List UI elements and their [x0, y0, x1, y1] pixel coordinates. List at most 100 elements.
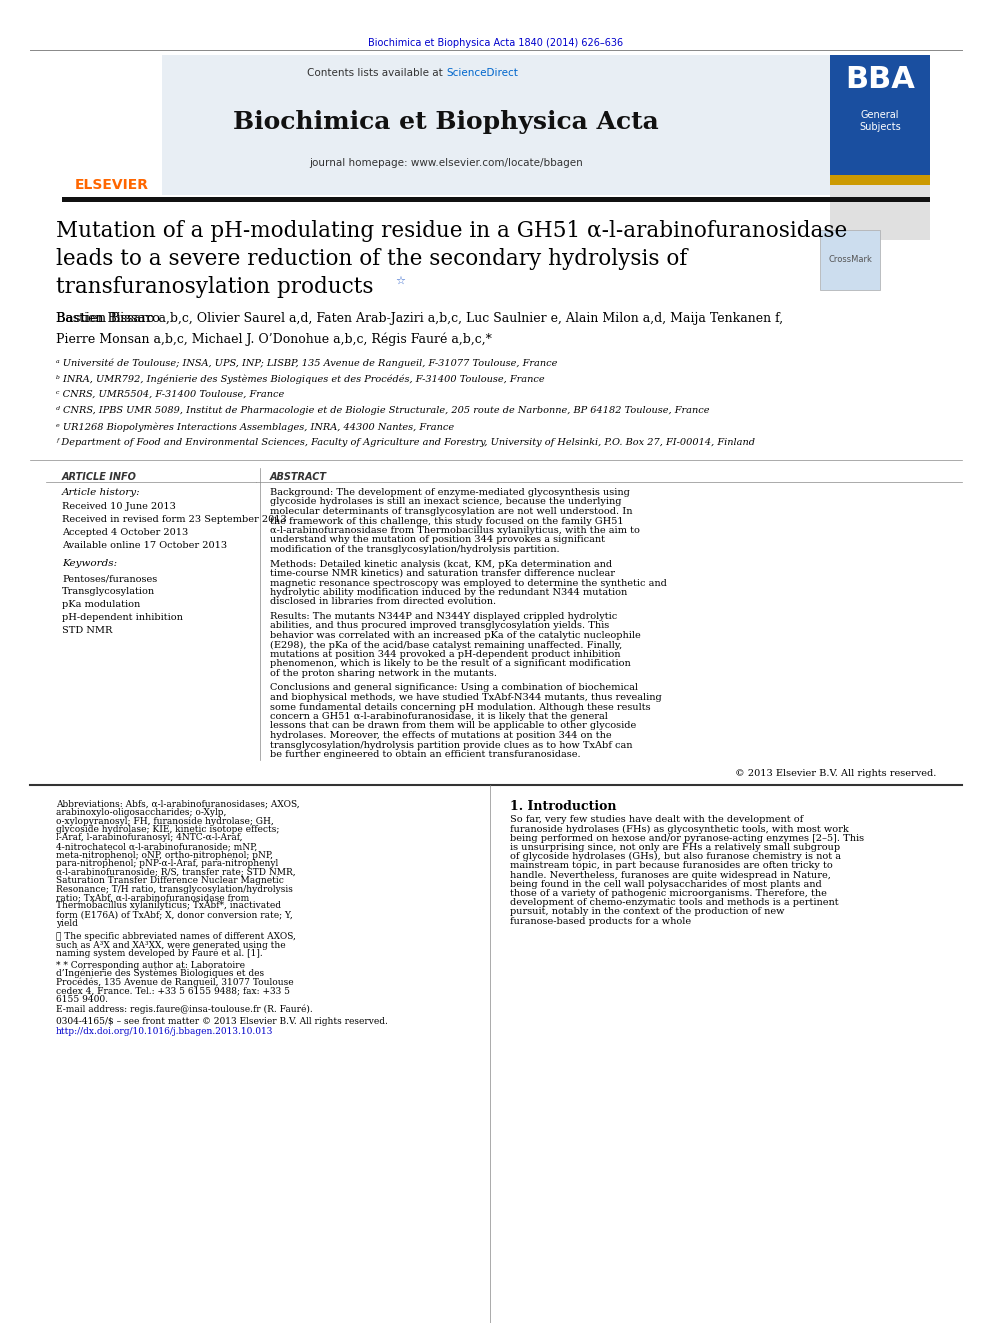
- Text: modification of the transglycosylation/hydrolysis partition.: modification of the transglycosylation/h…: [270, 545, 559, 554]
- Text: ᵉ UR1268 Biopolymères Interactions Assemblages, INRA, 44300 Nantes, France: ᵉ UR1268 Biopolymères Interactions Assem…: [56, 422, 454, 431]
- Text: l-Araf, l-arabinofuranosyl; 4NTC-α-l-Araf,: l-Araf, l-arabinofuranosyl; 4NTC-α-l-Ara…: [56, 833, 242, 843]
- Text: pH-dependent inhibition: pH-dependent inhibition: [62, 613, 183, 622]
- Text: Pentoses/furanoses: Pentoses/furanoses: [62, 574, 158, 583]
- Text: cedex 4, France. Tel.: +33 5 6155 9488; fax: +33 5: cedex 4, France. Tel.: +33 5 6155 9488; …: [56, 986, 290, 995]
- Text: leads to a severe reduction of the secondary hydrolysis of: leads to a severe reduction of the secon…: [56, 247, 687, 270]
- Text: lessons that can be drawn from them will be applicable to other glycoside: lessons that can be drawn from them will…: [270, 721, 636, 730]
- Text: CrossMark: CrossMark: [828, 255, 872, 265]
- Text: journal homepage: www.elsevier.com/locate/bbagen: journal homepage: www.elsevier.com/locat…: [310, 157, 583, 168]
- Text: 4-nitrochatecol α-l-arabinofuranoside; mNP,: 4-nitrochatecol α-l-arabinofuranoside; m…: [56, 841, 257, 851]
- Text: Received 10 June 2013: Received 10 June 2013: [62, 501, 176, 511]
- Text: molecular determinants of transglycosylation are not well understood. In: molecular determinants of transglycosyla…: [270, 507, 633, 516]
- Text: 0304-4165/$ – see front matter © 2013 Elsevier B.V. All rights reserved.: 0304-4165/$ – see front matter © 2013 El…: [56, 1017, 388, 1027]
- Text: ARTICLE INFO: ARTICLE INFO: [62, 472, 137, 482]
- Text: behavior was correlated with an increased pKa of the catalytic nucleophile: behavior was correlated with an increase…: [270, 631, 641, 640]
- Text: pursuit, notably in the context of the production of new: pursuit, notably in the context of the p…: [510, 908, 785, 917]
- Text: Methods: Detailed kinetic analysis (kcat, KM, pKa determination and: Methods: Detailed kinetic analysis (kcat…: [270, 560, 612, 569]
- Text: yield: yield: [56, 918, 78, 927]
- Text: such as A³X and XA³XX, were generated using the: such as A³X and XA³XX, were generated us…: [56, 941, 286, 950]
- Text: o-xylopyranosyl; FH, furanoside hydrolase; GH,: o-xylopyranosyl; FH, furanoside hydrolas…: [56, 816, 274, 826]
- Text: be further engineered to obtain an efficient transfuranosidase.: be further engineered to obtain an effic…: [270, 750, 580, 759]
- Text: development of chemo-enzymatic tools and methods is a pertinent: development of chemo-enzymatic tools and…: [510, 898, 838, 908]
- Text: Thermobacillus xylanilyticus; TxAbf*, inactivated: Thermobacillus xylanilyticus; TxAbf*, in…: [56, 901, 281, 910]
- Text: 1. Introduction: 1. Introduction: [510, 799, 616, 812]
- Bar: [62, 56, 830, 194]
- Text: BBA: BBA: [845, 65, 915, 94]
- Text: ᵈ CNRS, IPBS UMR 5089, Institut de Pharmacologie et de Biologie Structurale, 205: ᵈ CNRS, IPBS UMR 5089, Institut de Pharm…: [56, 406, 709, 415]
- Text: glycoside hydrolase; KIE, kinetic isotope effects;: glycoside hydrolase; KIE, kinetic isotop…: [56, 826, 280, 833]
- Text: time-course NMR kinetics) and saturation transfer difference nuclear: time-course NMR kinetics) and saturation…: [270, 569, 615, 578]
- Text: arabinoxylo-oligosaccharides; o-Xylp,: arabinoxylo-oligosaccharides; o-Xylp,: [56, 808, 226, 818]
- Text: furanoside hydrolases (FHs) as glycosynthetic tools, with most work: furanoside hydrolases (FHs) as glycosynt…: [510, 824, 849, 833]
- Text: * * Corresponding author at: Laboratoire: * * Corresponding author at: Laboratoire: [56, 960, 245, 970]
- Text: mutations at position 344 provoked a pH-dependent product inhibition: mutations at position 344 provoked a pH-…: [270, 650, 621, 659]
- Text: form (E176A) of TxAbf; X, donor conversion rate; Y,: form (E176A) of TxAbf; X, donor conversi…: [56, 910, 293, 919]
- Text: So far, very few studies have dealt with the development of: So far, very few studies have dealt with…: [510, 815, 804, 824]
- Text: hydrolases. Moreover, the effects of mutations at position 344 on the: hydrolases. Moreover, the effects of mut…: [270, 732, 612, 740]
- Text: of glycoside hydrolases (GHs), but also furanose chemistry is not a: of glycoside hydrolases (GHs), but also …: [510, 852, 841, 861]
- Text: of the proton sharing network in the mutants.: of the proton sharing network in the mut…: [270, 669, 497, 677]
- Text: Bastien Bissaro a,b,c, Olivier Saurel a,d, Faten Arab-Jaziri a,b,c, Luc Saulnier: Bastien Bissaro a,b,c, Olivier Saurel a,…: [56, 312, 783, 325]
- Text: E-mail address: regis.faure@insa-toulouse.fr (R. Fauré).: E-mail address: regis.faure@insa-toulous…: [56, 1005, 312, 1015]
- Text: being performed on hexose and/or pyranose-acting enzymes [2–5]. This: being performed on hexose and/or pyranos…: [510, 833, 864, 843]
- Text: transglycosylation/hydrolysis partition provide clues as to how TxAbf can: transglycosylation/hydrolysis partition …: [270, 741, 633, 750]
- Text: mainstream topic, in part because furanosides are often tricky to: mainstream topic, in part because furano…: [510, 861, 832, 871]
- Bar: [830, 56, 930, 194]
- Text: abilities, and thus procured improved transglycosylation yields. This: abilities, and thus procured improved tr…: [270, 622, 609, 631]
- Text: Keywords:: Keywords:: [62, 560, 117, 568]
- Text: (E298), the pKa of the acid/base catalyst remaining unaffected. Finally,: (E298), the pKa of the acid/base catalys…: [270, 640, 622, 650]
- Text: Procédés, 135 Avenue de Rangueil, 31077 Toulouse: Procédés, 135 Avenue de Rangueil, 31077 …: [56, 978, 294, 987]
- Text: Received in revised form 23 September 2013: Received in revised form 23 September 20…: [62, 515, 287, 524]
- Text: some fundamental details concerning pH modulation. Although these results: some fundamental details concerning pH m…: [270, 703, 651, 712]
- Bar: [62, 197, 930, 202]
- Text: Bastien Bissaro: Bastien Bissaro: [56, 312, 165, 325]
- Text: magnetic resonance spectroscopy was employed to determine the synthetic and: magnetic resonance spectroscopy was empl…: [270, 578, 667, 587]
- Text: ᶠ Department of Food and Environmental Sciences, Faculty of Agriculture and Fore: ᶠ Department of Food and Environmental S…: [56, 438, 755, 447]
- Bar: [820, 230, 880, 290]
- Bar: [830, 175, 930, 185]
- Text: understand why the mutation of position 344 provokes a significant: understand why the mutation of position …: [270, 536, 605, 545]
- Text: Biochimica et Biophysica Acta 1840 (2014) 626–636: Biochimica et Biophysica Acta 1840 (2014…: [368, 38, 624, 48]
- Text: is unsurprising since, not only are FHs a relatively small subgroup: is unsurprising since, not only are FHs …: [510, 843, 840, 852]
- Text: those of a variety of pathogenic microorganisms. Therefore, the: those of a variety of pathogenic microor…: [510, 889, 827, 898]
- Text: ☆: ☆: [395, 277, 405, 286]
- Text: α-l-arabinofuranosidase from Thermobacillus xylanilyticus, with the aim to: α-l-arabinofuranosidase from Thermobacil…: [270, 527, 640, 534]
- Text: ratio; TxAbf, α-l-arabinofuranosidase from: ratio; TxAbf, α-l-arabinofuranosidase fr…: [56, 893, 249, 902]
- Text: ᶜ CNRS, UMR5504, F-31400 Toulouse, France: ᶜ CNRS, UMR5504, F-31400 Toulouse, Franc…: [56, 390, 285, 400]
- Text: Accepted 4 October 2013: Accepted 4 October 2013: [62, 528, 188, 537]
- Text: STD NMR: STD NMR: [62, 626, 112, 635]
- Text: Background: The development of enzyme-mediated glycosynthesis using: Background: The development of enzyme-me…: [270, 488, 630, 497]
- Text: furanose-based products for a whole: furanose-based products for a whole: [510, 917, 691, 926]
- Text: Conclusions and general significance: Using a combination of biochemical: Conclusions and general significance: Us…: [270, 684, 638, 692]
- Text: para-nitrophenol; pNP-α-l-Araf, para-nitrophenyl: para-nitrophenol; pNP-α-l-Araf, para-nit…: [56, 859, 278, 868]
- Text: naming system developed by Fauré et al. [1].: naming system developed by Fauré et al. …: [56, 949, 263, 958]
- Text: Transglycosylation: Transglycosylation: [62, 587, 155, 595]
- Text: α-l-arabinofuranoside; R/S, transfer rate; STD NMR,: α-l-arabinofuranoside; R/S, transfer rat…: [56, 868, 296, 877]
- Text: Available online 17 October 2013: Available online 17 October 2013: [62, 541, 227, 550]
- Text: hydrolytic ability modification induced by the redundant N344 mutation: hydrolytic ability modification induced …: [270, 587, 627, 597]
- Text: handle. Nevertheless, furanoses are quite widespread in Nature,: handle. Nevertheless, furanoses are quit…: [510, 871, 831, 880]
- Text: Pierre Monsan a,b,c, Michael J. O’Donohue a,b,c, Régis Fauré a,b,c,*: Pierre Monsan a,b,c, Michael J. O’Donohu…: [56, 332, 492, 345]
- Text: Resonance; T/H ratio, transglycosylation/hydrolysis: Resonance; T/H ratio, transglycosylation…: [56, 885, 293, 893]
- Text: pKa modulation: pKa modulation: [62, 601, 140, 609]
- Text: ☆ The specific abbreviated names of different AXOS,: ☆ The specific abbreviated names of diff…: [56, 931, 296, 941]
- Text: Saturation Transfer Difference Nuclear Magnetic: Saturation Transfer Difference Nuclear M…: [56, 876, 284, 885]
- Text: and biophysical methods, we have studied TxAbf-N344 mutants, thus revealing: and biophysical methods, we have studied…: [270, 693, 662, 703]
- Text: ᵇ INRA, UMR792, Ingénierie des Systèmes Biologiques et des Procédés, F-31400 Tou: ᵇ INRA, UMR792, Ingénierie des Systèmes …: [56, 374, 545, 384]
- Text: Contents lists available at: Contents lists available at: [307, 67, 446, 78]
- Text: General
Subjects: General Subjects: [859, 110, 901, 131]
- Text: ScienceDirect: ScienceDirect: [446, 67, 518, 78]
- Text: disclosed in libraries from directed evolution.: disclosed in libraries from directed evo…: [270, 598, 496, 606]
- Text: ABSTRACT: ABSTRACT: [270, 472, 327, 482]
- Text: Results: The mutants N344P and N344Y displayed crippled hydrolytic: Results: The mutants N344P and N344Y dis…: [270, 613, 617, 620]
- Bar: [830, 185, 930, 239]
- Text: 6155 9400.: 6155 9400.: [56, 995, 108, 1004]
- Text: Abbreviations: Abfs, α-l-arabinofuranosidases; AXOS,: Abbreviations: Abfs, α-l-arabinofuranosi…: [56, 799, 300, 808]
- Text: ELSEVIER: ELSEVIER: [75, 179, 149, 192]
- Text: the framework of this challenge, this study focused on the family GH51: the framework of this challenge, this st…: [270, 516, 624, 525]
- Bar: [62, 56, 162, 194]
- Text: concern a GH51 α-l-arabinofuranosidase, it is likely that the general: concern a GH51 α-l-arabinofuranosidase, …: [270, 712, 608, 721]
- Text: Mutation of a pH-modulating residue in a GH51 α-l-arabinofuranosidase: Mutation of a pH-modulating residue in a…: [56, 220, 847, 242]
- Text: glycoside hydrolases is still an inexact science, because the underlying: glycoside hydrolases is still an inexact…: [270, 497, 622, 507]
- Text: Article history:: Article history:: [62, 488, 141, 497]
